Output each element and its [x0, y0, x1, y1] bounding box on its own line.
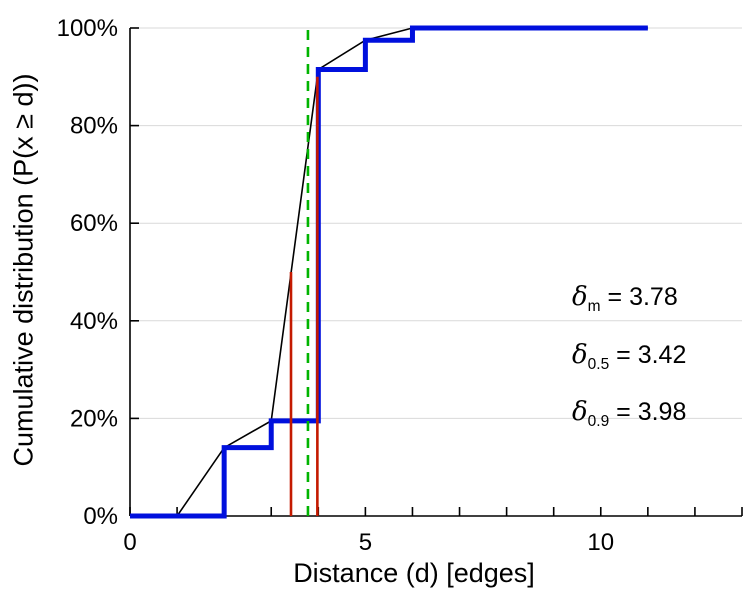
- delta-symbol: δ: [572, 397, 588, 427]
- y-tick-label: 100%: [57, 15, 118, 42]
- delta-symbol: δ: [572, 339, 588, 370]
- annotation-delta-05: δ0.5 = 3.42: [572, 342, 686, 373]
- annotation-delta-m: δm = 3.78: [572, 284, 686, 315]
- y-tick-label: 0%: [83, 503, 118, 530]
- y-tick-label: 20%: [70, 405, 118, 432]
- y-tick-label: 60%: [70, 210, 118, 237]
- delta-value: = 3.98: [609, 398, 687, 426]
- y-tick-label: 40%: [70, 308, 118, 335]
- y-axis-title: Cumulative distribution (P(x ≥ d)): [8, 73, 39, 467]
- x-tick-label: 5: [359, 529, 372, 556]
- x-tick-label: 10: [587, 529, 614, 556]
- delta-symbol: δ: [572, 282, 588, 312]
- x-tick-label: 0: [123, 529, 136, 556]
- delta-subscript: 0.5: [587, 355, 610, 373]
- delta-subscript: 0.9: [587, 413, 610, 430]
- annotation-delta-09: δ0.9 = 3.98: [572, 399, 686, 430]
- delta-subscript: m: [587, 298, 601, 315]
- stat-annotations: δm = 3.78 δ0.5 = 3.42 δ0.9 = 3.98: [572, 284, 686, 457]
- empirical-cdf-step-line: [130, 25, 648, 519]
- delta-value: = 3.42: [609, 340, 687, 369]
- y-tick-label: 80%: [70, 113, 118, 140]
- delta-value: = 3.78: [600, 283, 678, 311]
- x-axis-title: Distance (d) [edges]: [293, 558, 535, 588]
